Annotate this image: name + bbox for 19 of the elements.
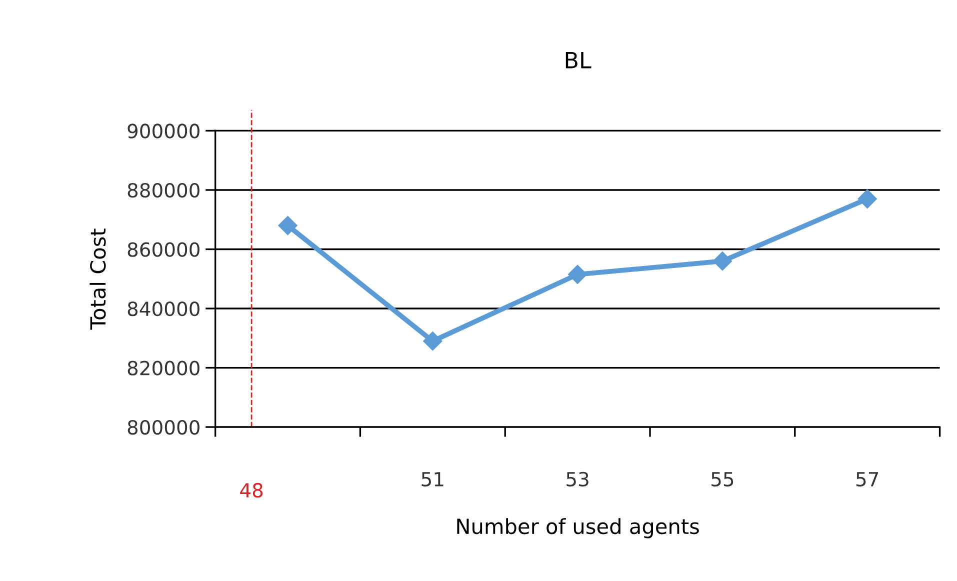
point (278, 216, 298, 236)
y-axis-title: Total Cost (90, 228, 106, 330)
point (423, 332, 442, 351)
x-axis-title: Number of used agents (457, 518, 699, 538)
ref-line-label: 48 (240, 482, 263, 498)
y-tick-label: 860000 (128, 242, 200, 257)
y-tick-label: 880000 (128, 182, 200, 198)
y-tick-label: 900000 (128, 124, 200, 138)
chart-title: BL (566, 52, 592, 68)
y-tick-label: 820000 (128, 360, 200, 376)
x-tick-label: 55 (712, 472, 734, 487)
point (712, 252, 732, 271)
point (568, 264, 588, 284)
point (858, 189, 877, 208)
x-tick-label: 51 (422, 472, 444, 487)
x-tick-label: 57 (856, 472, 878, 487)
y-tick-label: 800000 (128, 420, 200, 435)
y-tick-label: 840000 (128, 301, 200, 316)
x-tick-label: 53 (566, 472, 588, 487)
